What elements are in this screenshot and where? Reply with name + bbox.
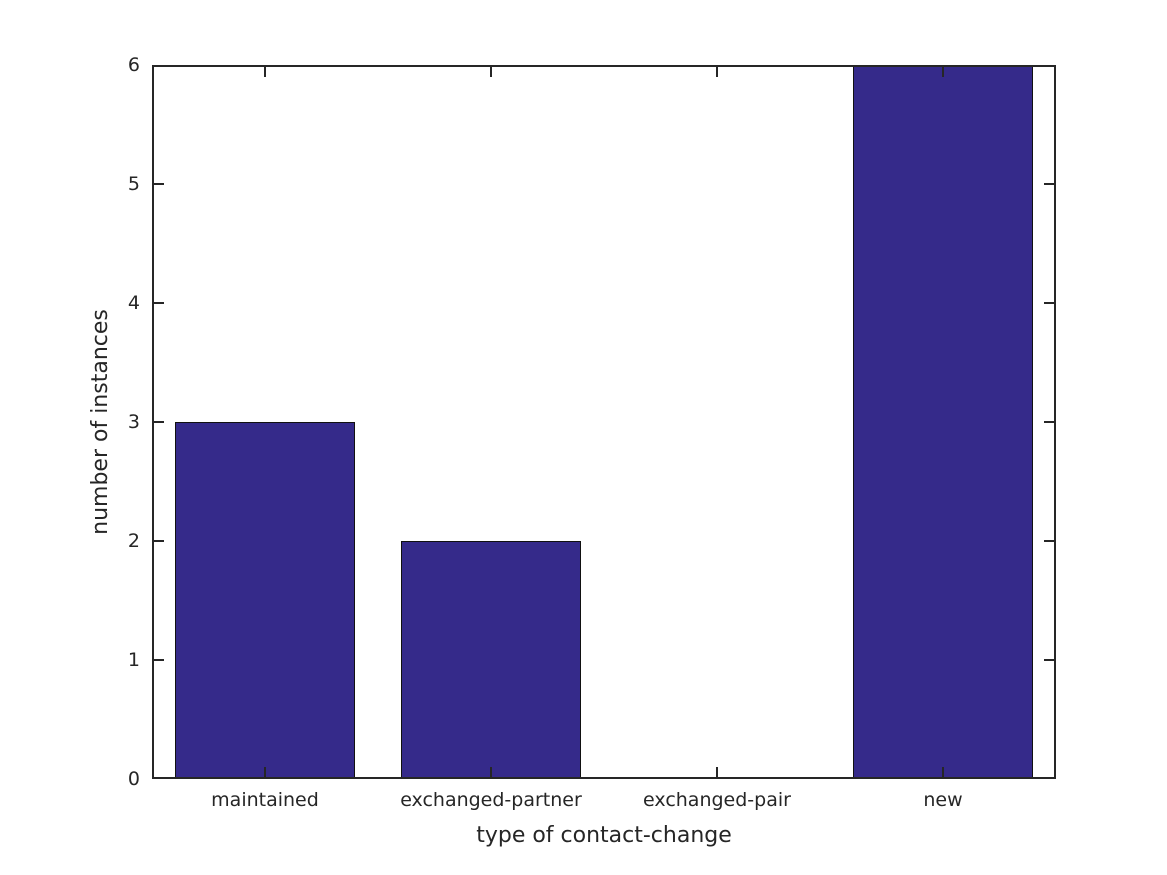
y-tick-label-4: 4 [127, 292, 140, 314]
x-tick-label-maintained: maintained [211, 789, 319, 811]
y-tick-label-5: 5 [127, 173, 140, 195]
y-tick-left [154, 302, 164, 304]
y-tick-left [154, 183, 164, 185]
x-tick-bottom [942, 767, 944, 777]
y-tick-right [1044, 421, 1054, 423]
y-tick-right [1044, 659, 1054, 661]
y-tick-left [154, 421, 164, 423]
x-tick-label-exchanged-pair: exchanged-pair [643, 789, 791, 811]
y-tick-right [1044, 183, 1054, 185]
x-tick-label-exchanged-partner: exchanged-partner [400, 789, 582, 811]
y-tick-label-3: 3 [127, 411, 140, 433]
x-tick-top [264, 67, 266, 77]
x-tick-bottom [716, 767, 718, 777]
y-tick-label-1: 1 [127, 649, 140, 671]
x-tick-bottom [490, 767, 492, 777]
x-axis-label: type of contact-change [476, 823, 732, 848]
x-tick-label-new: new [923, 789, 963, 811]
y-tick-right [1044, 540, 1054, 542]
y-tick-label-6: 6 [127, 54, 140, 76]
y-tick-right [1044, 302, 1054, 304]
y-tick-label-2: 2 [127, 530, 140, 552]
y-tick-label-0: 0 [127, 768, 140, 790]
x-tick-top [716, 67, 718, 77]
x-tick-top [490, 67, 492, 77]
bar-exchanged-partner [400, 541, 582, 779]
y-tick-left [154, 659, 164, 661]
y-tick-left [154, 540, 164, 542]
x-tick-bottom [264, 767, 266, 777]
plot-area [152, 65, 1056, 779]
x-tick-top [942, 67, 944, 77]
bar-maintained [174, 422, 356, 779]
